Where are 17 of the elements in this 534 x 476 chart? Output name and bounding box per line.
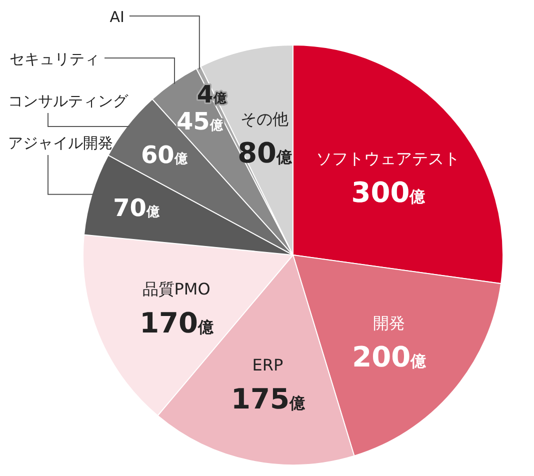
slice-label: 品質PMO — [142, 280, 210, 299]
slice-label: その他 — [240, 109, 289, 128]
data-label: 175億 — [230, 382, 306, 416]
slice-label: アジャイル開発 — [8, 134, 113, 152]
slice-label: AI — [110, 8, 124, 26]
data-label: 170億 — [140, 306, 214, 340]
data-label: 200億 — [352, 340, 427, 374]
slice-label: セキュリティ — [10, 50, 100, 68]
slice-label: 開発 — [372, 314, 405, 333]
data-label: 45億 — [176, 107, 224, 136]
data-label: 60億 — [140, 140, 188, 169]
data-label: 70億 — [113, 194, 161, 222]
data-label: 300億 — [351, 176, 426, 210]
data-label: 80億 — [238, 136, 293, 170]
slice-label: ソフトウェアテスト — [316, 149, 460, 168]
slice-label: コンサルティング — [8, 92, 129, 110]
slice-label: ERP — [252, 355, 284, 374]
